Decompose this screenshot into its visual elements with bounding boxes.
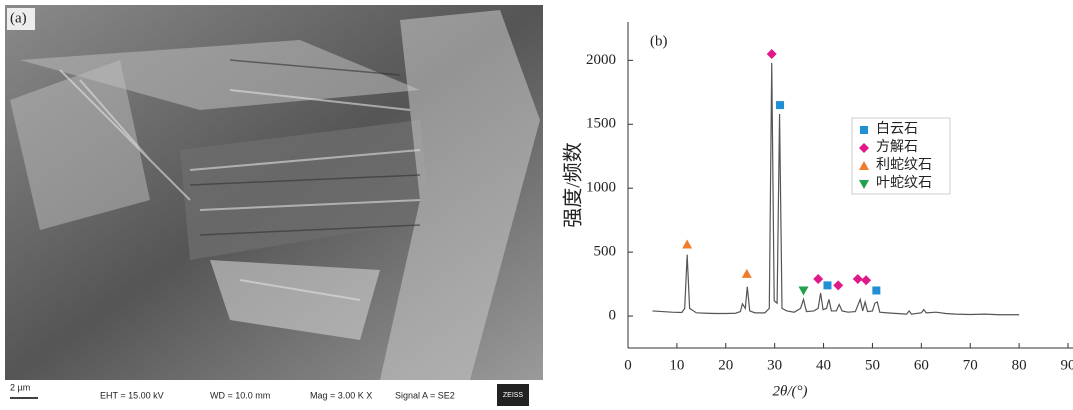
y-axis-label: 强度/频数	[562, 142, 585, 228]
peak-marker	[823, 281, 831, 289]
figure: (a) 2 µm EHT = 15.00 kV WD = 10.0 mm Mag…	[0, 0, 1073, 410]
peak-marker	[682, 239, 692, 248]
xrd-line	[652, 63, 1019, 315]
mag: Mag = 3.00 K X	[310, 390, 372, 400]
x-tick-label: 30	[767, 357, 782, 373]
x-tick-label: 80	[1012, 357, 1027, 373]
xrd-chart: (b) 2θ/(°) 强度/频数 0 500 1000 1500 2000 0 10 20 30…	[562, 22, 1073, 399]
legend-label: 方解石	[876, 139, 918, 155]
x-tick-label: 0	[624, 357, 632, 373]
wd: WD = 10.0 mm	[210, 390, 270, 400]
x-tick-label: 40	[816, 357, 831, 373]
x-axis-label: 2θ/(°)	[772, 383, 807, 399]
y-tick-label: 2000	[586, 52, 616, 68]
panel-label: (a)	[10, 10, 27, 26]
x-tick-label: 20	[718, 357, 733, 373]
x-tick-label: 90	[1061, 357, 1073, 373]
scale-bar: 2 µm	[10, 382, 30, 392]
annotation: (b)	[650, 33, 668, 49]
peak-marker	[872, 286, 880, 294]
peak-marker	[776, 101, 784, 109]
logo: ZEISS	[503, 392, 524, 399]
x-tick-label: 70	[963, 357, 978, 373]
x-tick-label: 10	[669, 357, 684, 373]
legend-label: 利蛇纹石	[876, 157, 932, 173]
legend-marker	[860, 126, 868, 134]
y-tick-label: 0	[609, 307, 617, 323]
legend-label: 叶蛇纹石	[876, 175, 932, 191]
x-tick-label: 60	[914, 357, 929, 373]
peak-marker	[813, 274, 823, 284]
peak-marker	[833, 280, 843, 290]
y-tick-label: 1500	[586, 116, 616, 132]
x-tick-label: 50	[865, 357, 880, 373]
peak-marker	[861, 275, 871, 285]
signal: Signal A = SE2	[395, 390, 455, 400]
peak-marker	[767, 49, 777, 59]
peak-marker	[799, 286, 809, 295]
legend-label: 白云石	[876, 121, 918, 137]
peak-marker	[742, 269, 752, 278]
sem-image: (a) 2 µm EHT = 15.00 kV WD = 10.0 mm Mag…	[5, 5, 543, 408]
eht: EHT = 15.00 kV	[100, 390, 164, 400]
y-tick-label: 500	[594, 244, 617, 260]
y-tick-label: 1000	[586, 180, 616, 196]
peak-marker	[853, 274, 863, 284]
